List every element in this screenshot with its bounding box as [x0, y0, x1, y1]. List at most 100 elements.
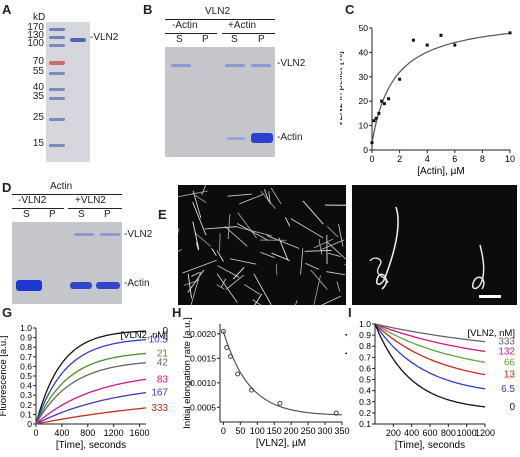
y-tick-label: 0.4 — [20, 381, 32, 391]
y-axis-label: Fluorescence [a.u.] — [0, 336, 9, 417]
y-tick-label: 1.0 — [359, 319, 371, 329]
y-tick-label: 0.3 — [20, 390, 32, 400]
data-point — [411, 38, 415, 42]
gel-b-lane-1: S — [176, 34, 183, 45]
y-tick-label: 0.7 — [359, 352, 371, 362]
y-tick-label: 0.7 — [20, 352, 32, 362]
data-point — [277, 400, 283, 406]
y-tick-label: 0.2 — [359, 408, 371, 418]
y-tick-label: 0.0015 — [190, 353, 216, 363]
data-point — [333, 410, 339, 416]
series-label: 66 — [504, 357, 516, 368]
y-tick-label: 30 — [359, 72, 369, 82]
chart-c: 0 2 4 6 8 10 0 10 20 30 40 50 [Actin], µM VLN2 in pel… — [340, 23, 515, 177]
x-axis-label: [Time], seconds — [395, 440, 465, 451]
gel-d-band-top: -VLN2 — [124, 229, 153, 240]
x-axis-label: [Time], seconds — [56, 440, 126, 451]
series-line — [35, 352, 147, 425]
x-axis-label: [VLN2], µM — [256, 438, 306, 449]
micrograph-f — [352, 185, 517, 305]
x-tick-label: 1600 — [130, 428, 150, 438]
y-axis-label: Fluorescence [a.u.] — [345, 334, 348, 415]
chart-i: 200 400 600 800 100012000.10.20.30.40.50.60.… — [345, 319, 516, 451]
y-tick-label: 1.0 — [20, 323, 32, 333]
x-tick-label: 400 — [404, 428, 419, 438]
series-line — [35, 391, 147, 425]
gel-d-title: Actin — [50, 181, 73, 192]
series-label: 21 — [157, 348, 169, 359]
x-axis-label: [Actin], µM — [417, 166, 464, 177]
series-line — [374, 323, 486, 363]
x-tick-label: 200 — [386, 428, 401, 438]
scale-bar — [479, 295, 501, 298]
y-tick-label: 0.1 — [20, 409, 32, 419]
y-tick-label: 0.8 — [359, 341, 371, 351]
panel-label-h: H — [172, 305, 182, 320]
gel-b-title: VLN2 — [205, 6, 231, 17]
panel-label-b: B — [143, 2, 153, 17]
gel-d-image — [12, 222, 122, 304]
chart-h: 0 50 100 150 200 250 300 350 0.0005 0.0010 0.0015 0… — [182, 317, 350, 449]
marker-label: 25 — [32, 112, 44, 123]
gel-b-lane-2: P — [202, 34, 209, 45]
gel-d-lane-2: P — [49, 209, 56, 220]
gel-d-band-bottom: -Actin — [124, 278, 150, 289]
x-tick-label: 250 — [301, 426, 316, 436]
x-tick-label: 600 — [422, 428, 437, 438]
marker-label: 70 — [32, 56, 44, 67]
y-tick-label: 0 — [363, 145, 368, 155]
series-label: 132 — [498, 346, 515, 357]
y-tick-label: 0.3 — [359, 397, 371, 407]
x-tick-label: 50 — [235, 426, 245, 436]
data-point — [508, 31, 512, 35]
data-point — [220, 328, 226, 334]
x-tick-label: 350 — [334, 426, 349, 436]
data-point — [372, 119, 376, 123]
x-tick-label: 300 — [318, 426, 333, 436]
series-line — [374, 323, 486, 343]
micrograph-e — [152, 184, 370, 318]
y-tick-label: 0.1 — [359, 419, 371, 429]
marker-label: 15 — [32, 138, 44, 149]
data-point — [425, 43, 429, 47]
series-label: 6.5 — [501, 384, 515, 395]
marker-label: 130 — [27, 30, 44, 41]
series-label: 13 — [504, 370, 516, 381]
series-label: 0 — [162, 326, 168, 337]
gel-d-group-1: -VLN2 — [18, 195, 47, 206]
data-point — [377, 111, 381, 115]
x-tick-label: 6 — [452, 154, 457, 164]
data-point — [453, 43, 457, 47]
y-tick-label: 40 — [359, 47, 369, 57]
data-point — [370, 141, 374, 145]
y-tick-label: 0.6 — [359, 363, 371, 373]
gel-d-lane-1: S — [23, 209, 30, 220]
data-point — [382, 102, 386, 106]
data-point — [249, 387, 255, 393]
x-tick-label: 1200 — [475, 428, 495, 438]
x-tick-label: 2 — [397, 154, 402, 164]
series-line — [35, 330, 146, 425]
gel-d-lane-4: P — [104, 209, 111, 220]
x-tick-label: 0 — [221, 426, 226, 436]
series-line — [35, 378, 147, 425]
x-tick-label: 1200 — [104, 428, 124, 438]
gel-b-lane-3: S — [231, 34, 238, 45]
series-label: 42 — [157, 358, 169, 369]
series-label: 0 — [509, 402, 515, 413]
gel-b-image — [165, 47, 275, 157]
y-tick-label: 0.0020 — [190, 329, 216, 339]
gel-b-group-1: -Actin — [172, 20, 198, 31]
series-line — [35, 407, 147, 425]
x-tick-label: 10 — [505, 154, 515, 164]
data-point — [398, 77, 402, 81]
gel-d-group-2: +VLN2 — [75, 195, 106, 206]
series-line — [374, 323, 486, 376]
x-tick-label: 1000 — [457, 428, 477, 438]
fit-curve — [222, 331, 342, 416]
panel-label-a: A — [2, 2, 12, 17]
gel-b-band-top: -VLN2 — [277, 58, 306, 69]
gel-a-band-label: -VLN2 — [90, 32, 119, 43]
y-tick-label: 50 — [359, 23, 369, 33]
data-point — [228, 353, 234, 359]
